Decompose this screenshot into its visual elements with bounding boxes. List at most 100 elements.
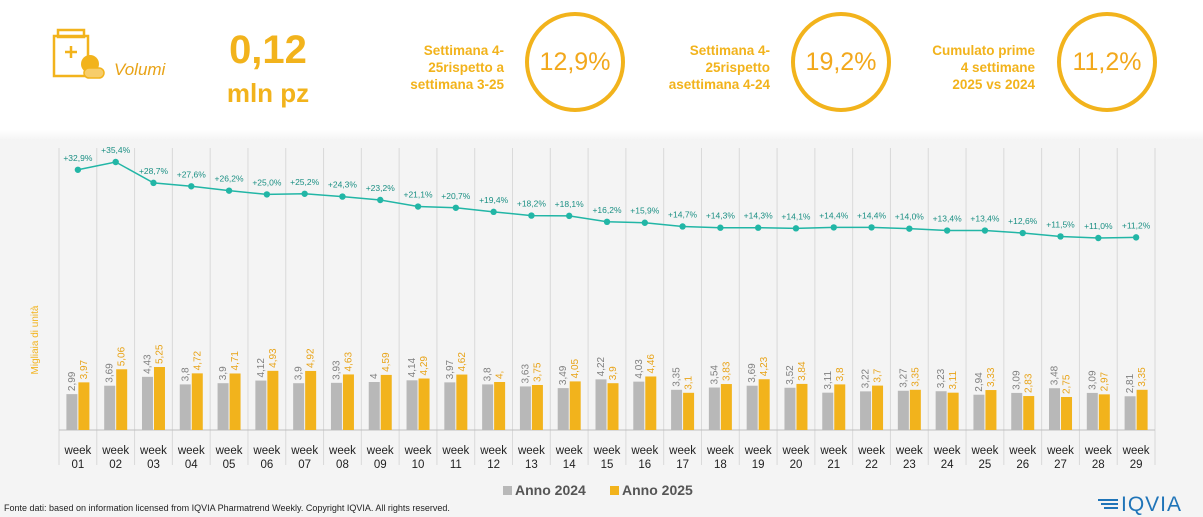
growth-point [301,190,308,197]
bar-2024 [104,385,116,430]
data-label-2025: 4,46 [646,354,657,374]
data-label-2024: 3,11 [823,371,834,390]
legend-label-2025: Anno 2025 [622,482,693,498]
growth-point [452,204,460,211]
kpi-1-label: Settimana 4- 25rispetto a settimana 3-25 [410,43,504,92]
iqvia-logo-icon [1098,499,1118,509]
growth-label: +14,0% [895,212,925,222]
growth-label: +14,7% [668,209,698,219]
data-label-2025: 2,97 [1099,371,1110,391]
bar-2024 [595,379,607,430]
x-tick-label-word: week [895,445,923,457]
bar-2024 [746,385,758,430]
x-tick-label-number: 07 [298,459,311,471]
data-label-2025: 4,71 [230,351,241,371]
bar-2024 [860,391,872,430]
data-label-2025: 4, [495,371,506,379]
bar-2025 [418,378,430,430]
data-label-2024: 4,14 [407,357,418,377]
kpi-1-value: 12,9% [525,12,625,112]
x-tick-label-number: 03 [147,459,160,471]
bar-2025 [342,374,354,430]
growth-point [490,208,497,216]
growth-point [188,183,195,190]
legend-swatch-2025 [610,486,619,495]
growth-point [1019,229,1026,237]
bar-2024 [708,387,720,430]
legend-swatch-2024 [503,486,512,495]
bar-2025 [153,367,165,430]
x-tick-label-number: 14 [563,459,576,471]
data-label-2025: 4,62 [457,352,468,372]
data-label-2024: 4,22 [596,356,607,376]
bar-2025 [758,379,770,430]
growth-point [566,212,573,220]
bar-2025 [1136,389,1148,430]
bar-2024 [255,380,267,430]
bar-2025 [834,384,846,430]
data-label-2024: 3,93 [331,360,342,380]
data-label-2024: 3,97 [445,359,456,379]
data-label-2024: 3,23 [936,368,947,388]
x-tick-label-word: week [215,445,243,457]
growth-point [754,224,762,231]
x-tick-label-word: week [101,445,129,457]
data-label-2025: 4,29 [419,356,430,376]
x-tick-label-number: 22 [865,459,878,471]
x-tick-label-number: 12 [487,459,500,471]
x-tick-label-word: week [1122,445,1150,457]
bar-2024 [330,382,342,430]
data-label-2024: 3,27 [898,368,909,388]
metric-value: 0,12 [229,28,307,72]
bar-2025 [645,376,657,430]
data-label-2025: 3,84 [797,361,808,381]
x-tick-label-word: week [177,445,205,457]
bar-2024 [1086,392,1098,430]
bar-2024 [822,392,834,430]
bar-2025 [947,392,959,430]
x-tick-label-word: week [593,445,621,457]
growth-point [830,224,837,231]
data-label-2025: 4,92 [306,348,317,368]
data-label-2025: 5,06 [117,346,128,366]
growth-label: +35,4% [101,145,131,155]
growth-point [414,203,422,210]
data-label-2024: 4 [369,373,380,379]
medicine-box-icon [52,28,105,79]
data-label-2025: 4,63 [343,352,354,372]
bar-2025 [569,381,581,430]
x-tick-label-number: 23 [903,459,916,471]
data-label-2024: 3,69 [747,363,758,383]
bar-2025 [531,385,543,430]
growth-point [717,224,724,231]
bar-2025 [872,385,884,430]
x-tick-label-word: week [933,445,961,457]
iqvia-logo-text: IQVIA [1121,493,1183,516]
bar-2024 [141,376,153,430]
data-label-2025: 3,97 [79,359,90,379]
growth-point [906,225,913,232]
growth-label: +11,0% [1084,221,1113,231]
x-tick-label-number: 27 [1054,459,1067,471]
x-tick-label-word: week [782,445,810,457]
x-tick-label-word: week [1046,445,1074,457]
growth-label: +24,3% [328,180,358,190]
data-label-2024: 3,35 [672,367,683,387]
growth-label: +25,0% [252,177,282,187]
growth-label: +14,3% [744,211,774,221]
data-label-2025: 2,75 [1062,374,1073,394]
data-label-2024: 3,9 [294,366,305,380]
growth-label: +26,2% [215,174,245,184]
data-label-2025: 4,23 [759,356,770,376]
growth-label: +18,1% [555,199,585,209]
bar-2025 [985,390,997,430]
x-tick-label-number: 01 [71,459,84,471]
bar-2024 [557,388,569,430]
bar-2025 [78,382,90,430]
growth-point [263,191,271,198]
bar-2024 [406,380,418,430]
bar-2025 [720,384,732,430]
metric-unit: mln pz [226,78,310,108]
data-label-2025: 3,7 [873,368,884,382]
bar-2024 [671,389,683,430]
